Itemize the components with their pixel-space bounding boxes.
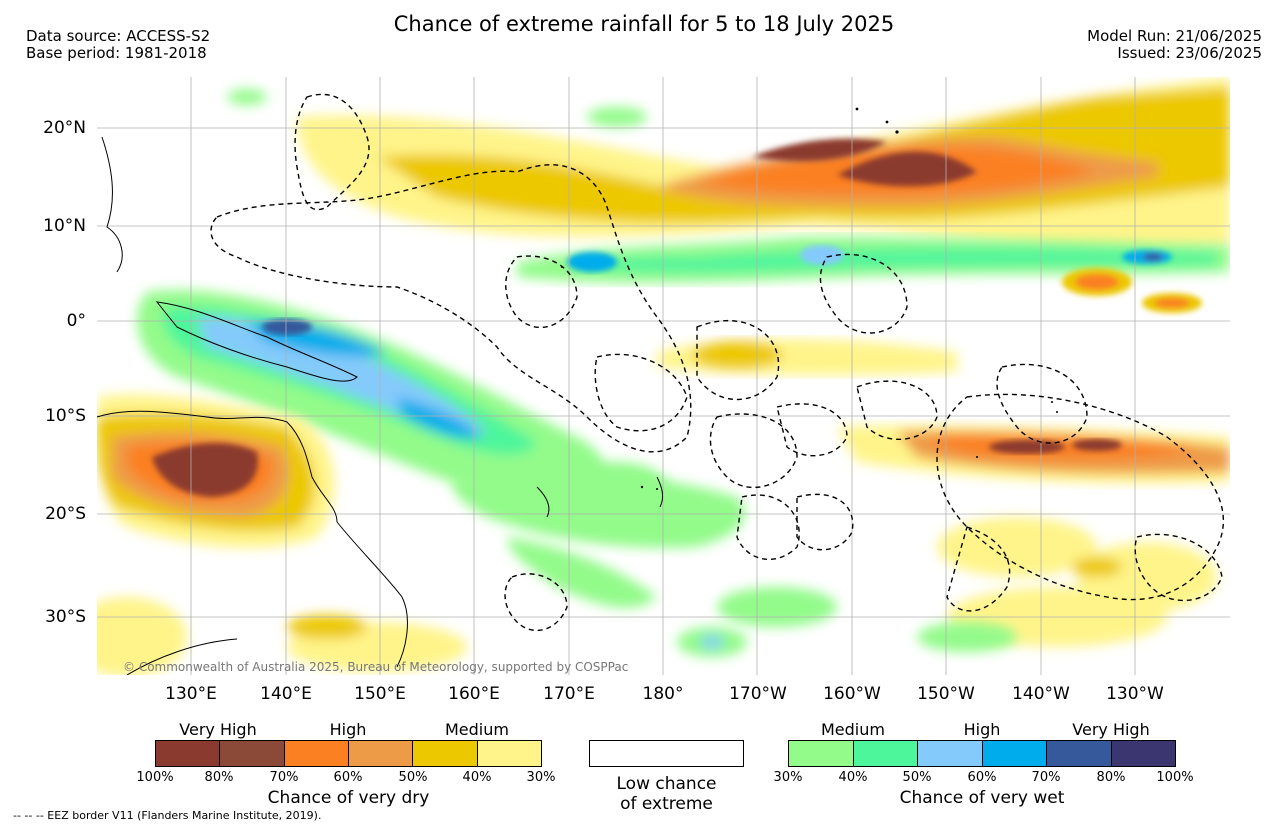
eez-borders [210, 93, 1225, 632]
lon-label-160e: 160°E [448, 684, 500, 704]
dry-swatch [156, 741, 221, 766]
wet-tick: 80% [1096, 770, 1126, 785]
wet-colorbar [788, 740, 1176, 767]
dry-swatch [413, 741, 478, 766]
map-graticule [97, 77, 1230, 675]
lon-label-170e: 170°E [543, 684, 595, 704]
dry-tick: 60% [333, 770, 363, 785]
lat-label-10n: 10°N [43, 216, 86, 236]
wet-tick: 30% [773, 770, 803, 785]
dry-tick: 70% [269, 770, 299, 785]
island-markers [561, 107, 1058, 490]
dry-cat-medium: Medium [445, 720, 509, 739]
eez-footnote: -- -- -- EEZ border V11 (Flanders Marine… [13, 809, 322, 822]
rainfall-map [97, 77, 1230, 675]
wet-tick: 70% [1031, 770, 1061, 785]
wet-spots-itcz [567, 245, 1172, 272]
map-copyright: © Commonwealth of Australia 2025, Bureau… [123, 660, 629, 674]
dry-cat-high: High [329, 720, 367, 739]
lat-label-20s: 20°S [45, 504, 86, 524]
lat-label-equator: 0° [66, 311, 86, 331]
wet-tick: 60% [967, 770, 997, 785]
low-chance-label-2: of extreme [620, 794, 713, 814]
lon-label-170w: 170°W [729, 684, 787, 704]
wet-swatch [982, 741, 1047, 766]
page-title: Chance of extreme rainfall for 5 to 18 J… [393, 12, 895, 36]
issued-text: Issued: 23/06/2025 [1117, 44, 1262, 62]
wet-cat-medium: Medium [821, 720, 885, 739]
dry-spots-east [1062, 268, 1202, 313]
dry-band-southeast [837, 425, 1230, 484]
wet-swatch [1047, 741, 1112, 766]
data-source-text: Data source: ACCESS-S2 [26, 27, 211, 45]
very-dry-core-australia [152, 442, 258, 497]
dry-tick: 40% [462, 770, 492, 785]
model-run-text: Model Run: 21/06/2025 [1087, 27, 1262, 45]
lat-label-20n: 20°N [43, 118, 86, 138]
wet-swatch [789, 741, 854, 766]
wet-core-papua [262, 319, 312, 335]
lon-label-180: 180° [642, 684, 684, 704]
map-canvas [97, 77, 1230, 675]
wet-swatch [1111, 741, 1175, 766]
dry-tick: 80% [204, 770, 234, 785]
base-period-text: Base period: 1981-2018 [26, 44, 207, 62]
dry-swatch [348, 741, 414, 766]
dry-legend-title: Chance of very dry [267, 788, 430, 808]
lon-label-140e: 140°E [260, 684, 312, 704]
dry-tick: 30% [526, 770, 556, 785]
dry-swatch [220, 741, 285, 766]
lon-label-130w: 130°W [1106, 684, 1164, 704]
dry-colorbar [155, 740, 542, 767]
low-chance-swatch [589, 740, 744, 767]
wet-tick: 100% [1156, 770, 1194, 785]
wet-cat-high: High [963, 720, 1001, 739]
dry-tick: 100% [136, 770, 174, 785]
wet-swatch [918, 741, 983, 766]
low-chance-label-1: Low chance [616, 774, 717, 794]
lat-label-10s: 10°S [45, 406, 86, 426]
wet-tick: 50% [902, 770, 932, 785]
lat-label-30s: 30°S [45, 607, 86, 627]
lon-label-140w: 140°W [1012, 684, 1070, 704]
wet-cat-very-high: Very High [1072, 720, 1150, 739]
dry-cat-very-high: Very High [179, 720, 257, 739]
lon-label-150w: 150°W [917, 684, 975, 704]
lon-label-130e: 130°E [165, 684, 217, 704]
wet-legend-title: Chance of very wet [899, 788, 1065, 808]
lon-label-150e: 150°E [354, 684, 406, 704]
lon-label-160w: 160°W [823, 684, 881, 704]
dry-tick: 50% [398, 770, 428, 785]
dry-swatch [284, 741, 349, 766]
dry-band-equator [657, 338, 957, 376]
wet-tick: 40% [838, 770, 868, 785]
coastlines [97, 136, 664, 675]
wet-swatch [853, 741, 918, 766]
very-dry-core-north [752, 138, 977, 187]
dry-swatch [477, 741, 541, 766]
